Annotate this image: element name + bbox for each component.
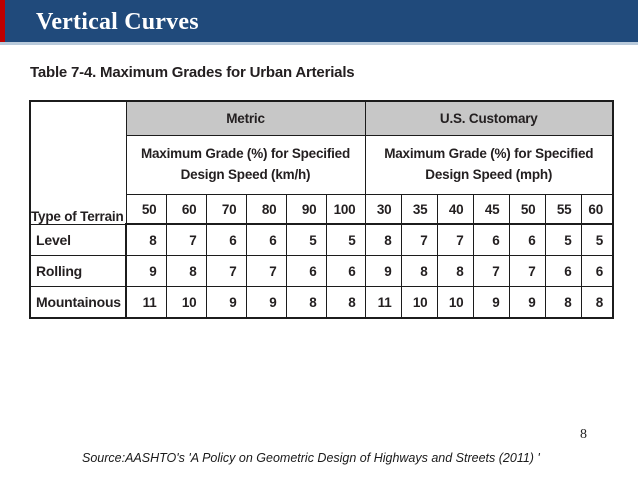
metric-section-header: Metric: [125, 100, 366, 136]
grade-cell: 8: [165, 255, 207, 287]
grade-cell: 7: [436, 223, 474, 256]
speed-col-header: 55: [544, 194, 582, 225]
grade-cell: 7: [472, 255, 510, 287]
speed-col-header: 70: [205, 194, 247, 225]
grade-cell: 6: [205, 223, 247, 256]
grade-cell: 6: [325, 255, 366, 287]
grade-cell: 5: [580, 223, 614, 256]
metric-subheader-line1: Maximum Grade (%) for Specified: [140, 146, 351, 162]
grade-cell: 8: [400, 255, 438, 287]
grade-cell: 5: [544, 223, 582, 256]
grade-cell: 8: [436, 255, 474, 287]
grade-cell: 9: [205, 286, 247, 319]
grade-cell: 6: [508, 223, 546, 256]
grade-cell: 10: [400, 286, 438, 319]
table-caption: Table 7-4. Maximum Grades for Urban Arte…: [30, 64, 355, 81]
section-header-row: Type of Terrain Metric U.S. Customary: [29, 100, 614, 225]
grade-cell: 9: [245, 286, 287, 319]
title-bar: Vertical Curves: [0, 0, 638, 42]
table-row-rolling: Rolling 9 8 7 7 6 6 9 8 8 7 7 6 6: [29, 255, 614, 287]
grade-cell: 6: [285, 255, 327, 287]
grade-cell: 6: [245, 223, 287, 256]
slide-title: Vertical Curves: [36, 9, 199, 35]
speed-col-header: 40: [436, 194, 474, 225]
speed-col-header: 60: [580, 194, 614, 225]
grade-cell: 11: [125, 286, 167, 319]
us-subheader-line2: Design Speed (mph): [425, 167, 553, 182]
max-grades-table: Type of Terrain Metric U.S. Customary Ma…: [29, 100, 615, 319]
grade-cell: 5: [325, 223, 366, 256]
grade-cell: 10: [436, 286, 474, 319]
speed-col-header: 80: [245, 194, 287, 225]
table-row-mountainous: Mountainous 11 10 9 9 8 8 11 10 10 9 9 8…: [29, 286, 614, 319]
grade-cell: 8: [125, 223, 167, 256]
speed-col-header: 50: [125, 194, 167, 225]
grade-cell: 7: [245, 255, 287, 287]
speed-col-header: 45: [472, 194, 510, 225]
grade-cell: 11: [364, 286, 402, 319]
grade-cell: 8: [544, 286, 582, 319]
grade-cell: 9: [508, 286, 546, 319]
us-subheader-cell: Maximum Grade (%) for Specified Design S…: [364, 135, 614, 195]
grade-cell: 7: [400, 223, 438, 256]
grade-cell: 9: [125, 255, 167, 287]
speed-col-header: 30: [364, 194, 402, 225]
title-separator-line: [0, 42, 638, 45]
us-subheader-line1: Maximum Grade (%) for Specified: [384, 146, 594, 162]
speed-col-header: 90: [285, 194, 327, 225]
grade-cell: 8: [325, 286, 366, 319]
subheader-row: Maximum Grade (%) for Specified Design S…: [30, 135, 614, 195]
metric-subheader-cell: Maximum Grade (%) for Specified Design S…: [125, 135, 366, 195]
speed-col-header: 100: [325, 194, 366, 225]
grade-cell: 8: [364, 223, 402, 256]
accent-stripe: [0, 0, 5, 42]
grade-cell: 6: [472, 223, 510, 256]
metric-subheader-line2: Design Speed (km/h): [180, 167, 311, 182]
grade-cell: 6: [580, 255, 614, 287]
speed-col-header: 60: [165, 194, 207, 225]
grade-cell: 9: [364, 255, 402, 287]
speed-col-header: 50: [508, 194, 546, 225]
us-section-header: U.S. Customary: [364, 100, 614, 136]
grade-cell: 6: [544, 255, 582, 287]
speed-col-header: 35: [400, 194, 438, 225]
grade-cell: 8: [580, 286, 614, 319]
terrain-header-cell: Type of Terrain: [29, 100, 127, 225]
terrain-label: Mountainous: [29, 286, 127, 319]
speed-header-row: 50 60 70 80 90 100 30 35 40 45 50 55 60: [30, 194, 614, 225]
grade-cell: 5: [285, 223, 327, 256]
grade-cell: 7: [205, 255, 247, 287]
terrain-label: Level: [29, 223, 127, 256]
grade-cell: 8: [285, 286, 327, 319]
terrain-label: Rolling: [29, 255, 127, 287]
source-citation: Source:AASHTO's 'A Policy on Geometric D…: [82, 451, 540, 465]
grade-cell: 7: [165, 223, 207, 256]
table-row-level: Level 8 7 6 6 5 5 8 7 7 6 6 5 5: [29, 223, 614, 256]
grade-cell: 10: [165, 286, 207, 319]
grade-cell: 7: [508, 255, 546, 287]
grade-cell: 9: [472, 286, 510, 319]
page-number: 8: [580, 427, 587, 442]
